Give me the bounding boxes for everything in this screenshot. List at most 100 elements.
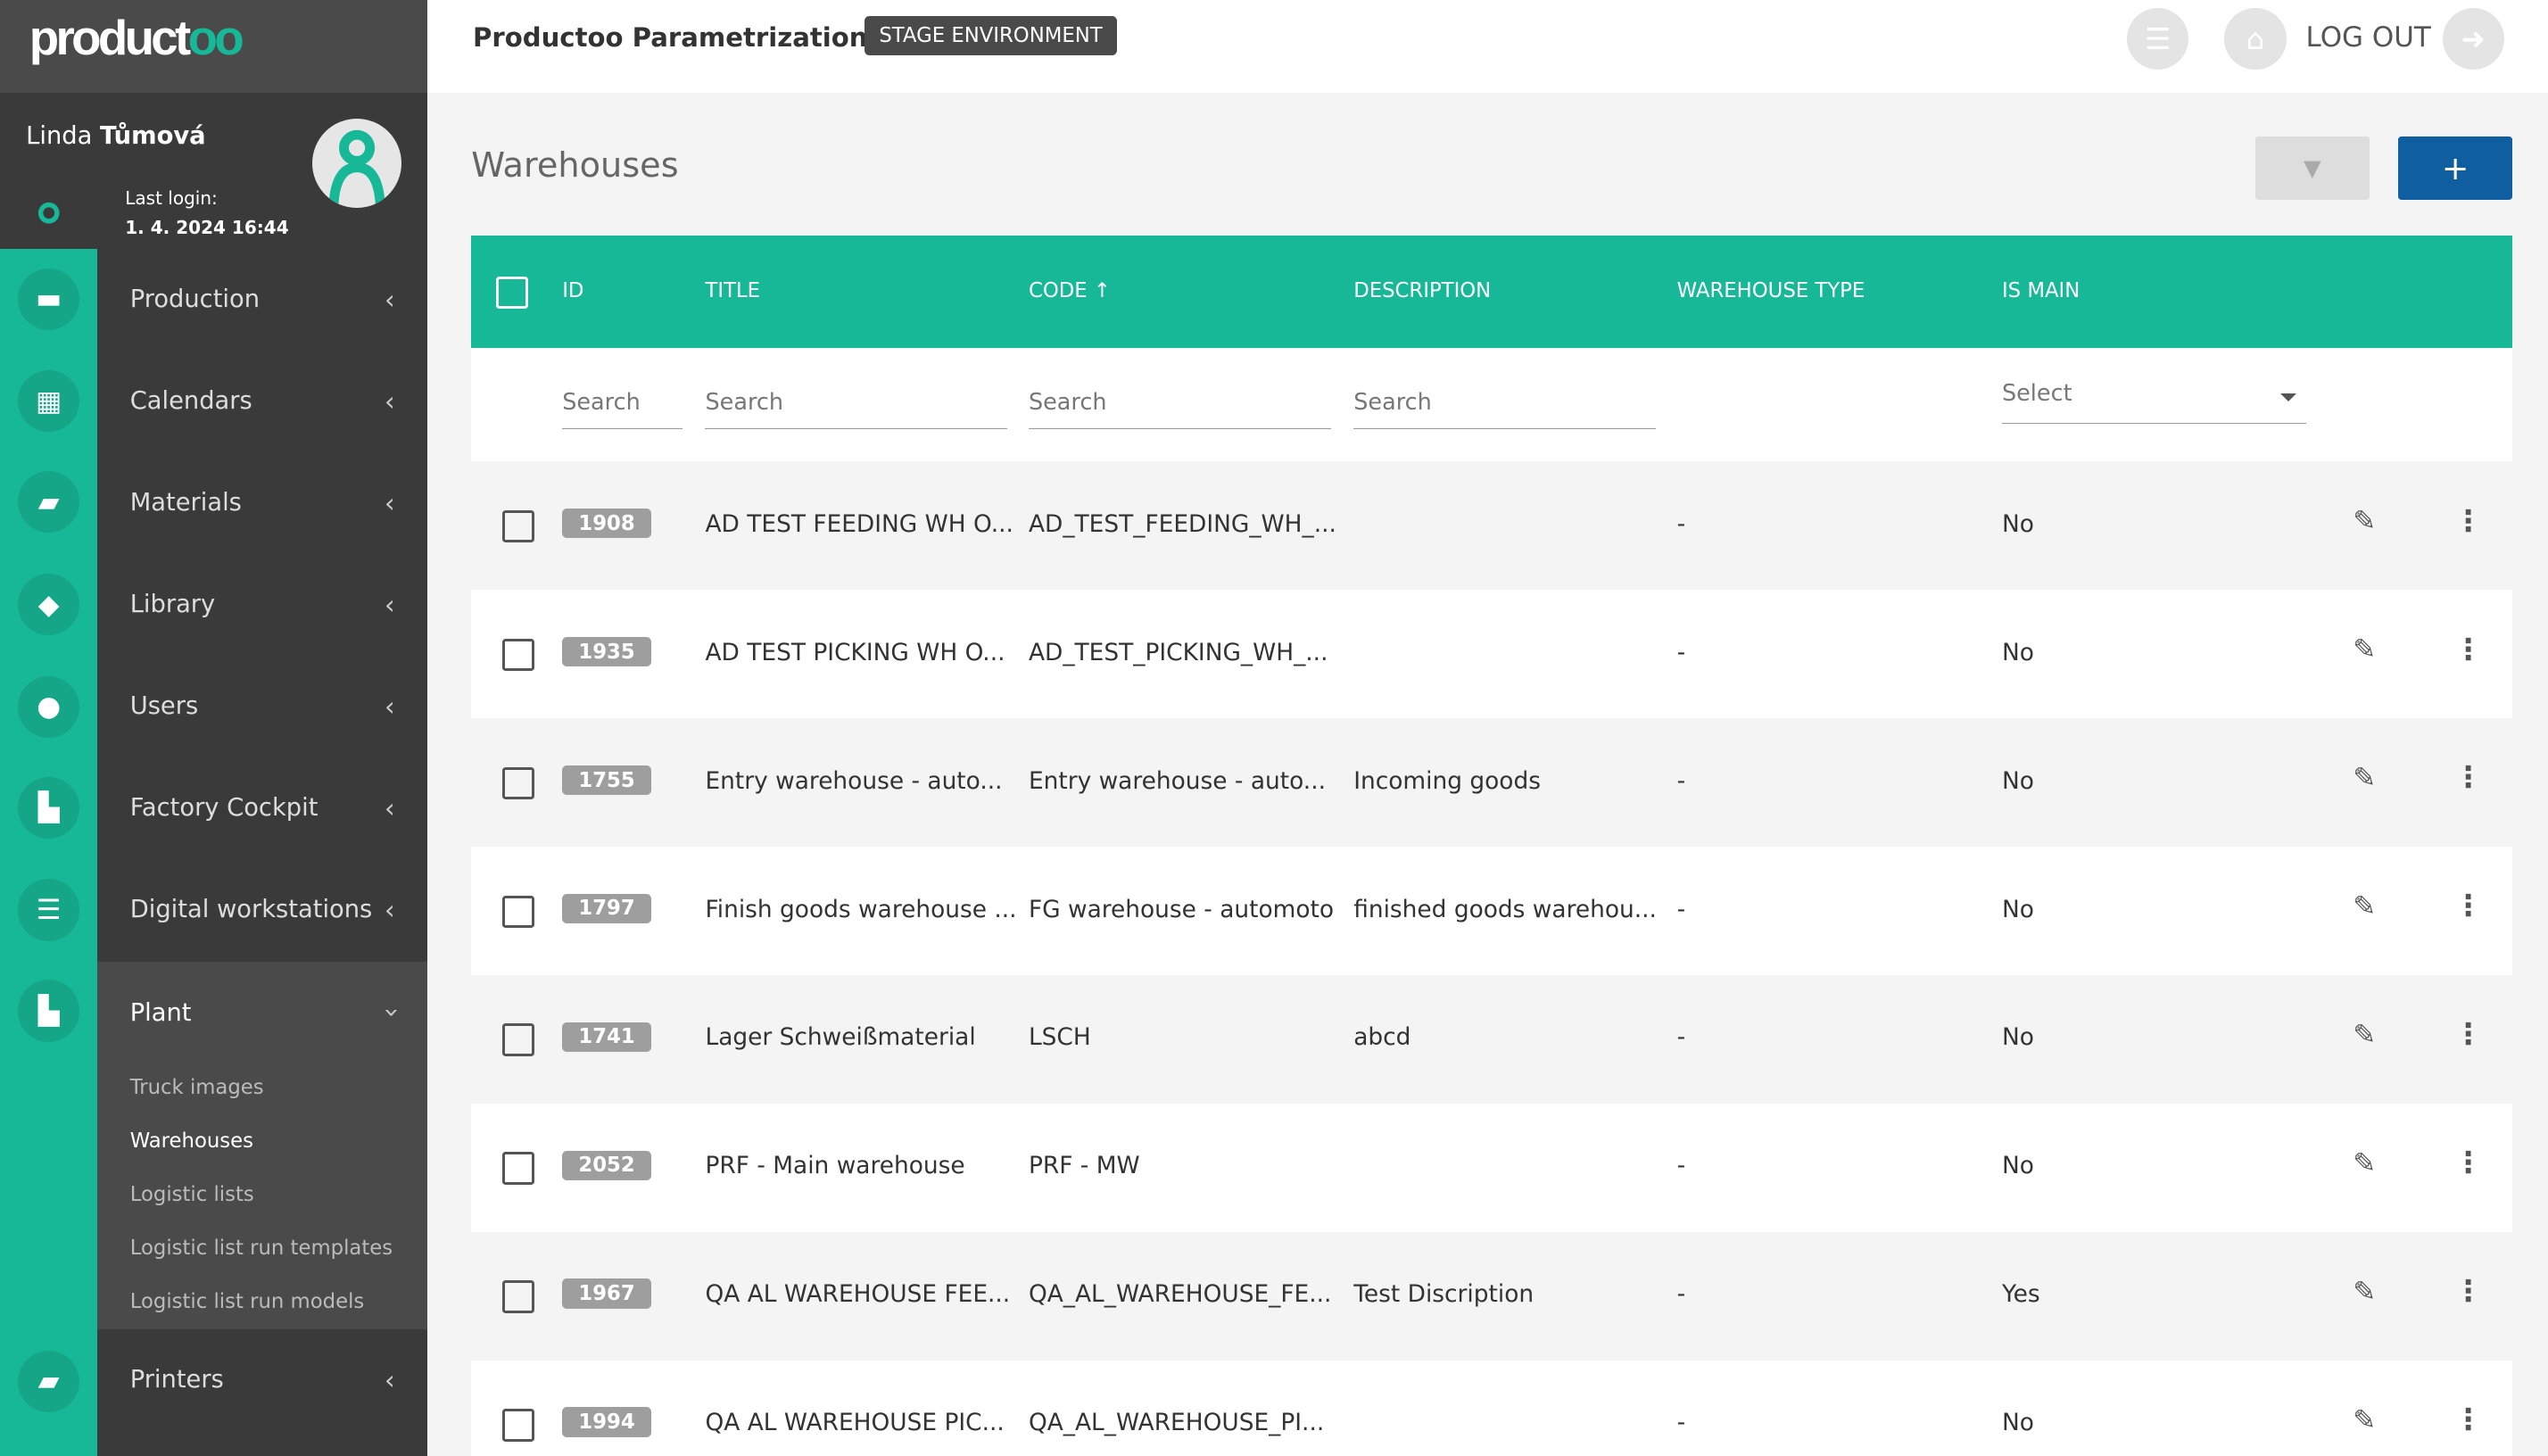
row-checkbox[interactable]	[501, 509, 535, 543]
row-checkbox[interactable]	[501, 1409, 535, 1442]
edit-pencil-icon[interactable]: ✎	[2353, 1275, 2377, 1308]
id-badge: 1935	[562, 636, 651, 667]
chevron-left-icon: ‹	[384, 691, 395, 722]
row-checkbox[interactable]	[501, 638, 535, 672]
table-row[interactable]: 2052 PRF - Main warehouse PRF - MW - No …	[471, 1103, 2512, 1232]
list-icon[interactable]: ☰	[2127, 8, 2189, 70]
conveyor-icon[interactable]: ▬	[18, 268, 80, 330]
row-checkbox[interactable]	[501, 1280, 535, 1313]
productoo-logo[interactable]: productoo	[0, 0, 428, 93]
more-vertical-icon[interactable]: ⋮	[2453, 760, 2484, 795]
table-row[interactable]: 1755 Entry warehouse - auto... Entry war…	[471, 718, 2512, 847]
more-vertical-icon[interactable]: ⋮	[2453, 503, 2484, 538]
cell-code: AD_TEST_PICKING_WH_...	[1028, 638, 1328, 666]
logout-button[interactable]: LOG OUT	[2305, 21, 2431, 54]
column-code[interactable]: CODE ↑	[1028, 279, 1111, 303]
cell-title: AD TEST PICKING WH O...	[705, 638, 1005, 666]
factory-icon[interactable]: ▙	[18, 980, 80, 1042]
cell-title: Lager Schweißmaterial	[705, 1023, 976, 1052]
chevron-left-icon: ‹	[384, 1364, 395, 1395]
sidebar-item-library[interactable]: Library ‹	[129, 589, 395, 620]
edit-pencil-icon[interactable]: ✎	[2353, 1403, 2377, 1436]
table-row[interactable]: 1797 Finish goods warehouse ... FG wareh…	[471, 846, 2512, 975]
tags-icon[interactable]: ◆	[18, 573, 80, 636]
sidebar-icon-strip: ▬ ▦ ▰ ◆ ● ▙ ☰ ▙ ▰	[0, 248, 98, 1456]
row-checkbox[interactable]	[501, 895, 535, 928]
home-icon[interactable]: ⌂	[2224, 8, 2287, 70]
top-header: Productoo Parametrization STAGE ENVIRONM…	[427, 0, 2548, 93]
sidebar-item-production[interactable]: Production ‹	[129, 284, 395, 315]
search-title-input[interactable]	[705, 376, 1008, 429]
more-vertical-icon[interactable]: ⋮	[2453, 1146, 2484, 1180]
cell-title: AD TEST FEEDING WH O...	[705, 509, 1013, 538]
edit-pencil-icon[interactable]: ✎	[2353, 890, 2377, 923]
more-vertical-icon[interactable]: ⋮	[2453, 1402, 2484, 1436]
sidebar-subitem-truck-images[interactable]: Truck images	[129, 1075, 264, 1099]
column-description[interactable]: DESCRIPTION	[1353, 279, 1492, 303]
user-icon	[327, 129, 385, 209]
more-vertical-icon[interactable]: ⋮	[2453, 1017, 2484, 1052]
column-id[interactable]: ID	[562, 279, 584, 303]
sidebar-item-materials[interactable]: Materials ‹	[129, 487, 395, 518]
search-code-input[interactable]	[1028, 376, 1331, 429]
chevron-down-icon: ‹	[374, 1007, 405, 1019]
add-button[interactable]: +	[2398, 136, 2512, 201]
cell-code: LSCH	[1028, 1023, 1091, 1052]
cell-title: QA AL WAREHOUSE PIC...	[705, 1409, 1005, 1437]
cell-warehouse-type: -	[1676, 766, 1686, 795]
more-vertical-icon[interactable]: ⋮	[2453, 889, 2484, 923]
chevron-left-icon: ‹	[384, 894, 395, 925]
filter-button[interactable]: ▼	[2255, 136, 2370, 201]
folder-open-icon[interactable]: ▰	[18, 1350, 80, 1412]
sidebar-item-users[interactable]: Users ‹	[129, 691, 395, 722]
is-main-select[interactable]: Select	[2001, 380, 2306, 425]
id-badge: 1908	[562, 509, 651, 539]
cell-is-main: No	[2001, 1409, 2034, 1437]
logout-icon[interactable]: ➜	[2442, 8, 2504, 70]
row-checkbox[interactable]	[501, 766, 535, 800]
edit-pencil-icon[interactable]: ✎	[2353, 762, 2377, 795]
table-row[interactable]: 1994 QA AL WAREHOUSE PIC... QA_AL_WAREHO…	[471, 1360, 2512, 1456]
sidebar-subitem-logistic-lists[interactable]: Logistic lists	[129, 1182, 254, 1206]
sidebar-item-factory-cockpit[interactable]: Factory Cockpit ‹	[129, 792, 395, 823]
cell-description: finished goods warehou...	[1353, 895, 1657, 923]
sidebar-item-calendars[interactable]: Calendars ‹	[129, 385, 395, 417]
folder-open-icon[interactable]: ▰	[18, 471, 80, 534]
table-row[interactable]: 1908 AD TEST FEEDING WH O... AD_TEST_FEE…	[471, 461, 2512, 591]
chevron-left-icon: ‹	[384, 792, 395, 823]
cell-code: Entry warehouse - auto...	[1028, 766, 1326, 795]
column-title[interactable]: TITLE	[705, 279, 761, 303]
sidebar-subitem-warehouses[interactable]: Warehouses	[129, 1129, 253, 1153]
table-row[interactable]: 1935 AD TEST PICKING WH O... AD_TEST_PIC…	[471, 590, 2512, 719]
search-id-input[interactable]	[562, 376, 682, 429]
cell-is-main: No	[2001, 766, 2034, 795]
factory-icon[interactable]: ▙	[18, 776, 80, 839]
select-all-checkbox[interactable]	[495, 276, 528, 310]
sidebar-subitem-logistic-list-run-templates[interactable]: Logistic list run templates	[129, 1237, 393, 1261]
calendar-icon[interactable]: ▦	[18, 370, 80, 433]
sidebar-item-plant[interactable]: Plant ‹	[129, 998, 405, 1027]
table-row[interactable]: 1741 Lager Schweißmaterial LSCH abcd - N…	[471, 974, 2512, 1104]
edit-pencil-icon[interactable]: ✎	[2353, 1146, 2377, 1179]
table-row[interactable]: 1967 QA AL WAREHOUSE FEE... QA_AL_WAREHO…	[471, 1231, 2512, 1361]
search-description-input[interactable]	[1353, 376, 1656, 429]
more-vertical-icon[interactable]: ⋮	[2453, 1273, 2484, 1308]
id-badge: 1797	[562, 893, 651, 924]
list-icon[interactable]: ☰	[18, 879, 80, 941]
cell-warehouse-type: -	[1676, 1152, 1686, 1180]
sidebar-item-printers[interactable]: Printers ‹	[129, 1364, 395, 1395]
edit-pencil-icon[interactable]: ✎	[2353, 633, 2377, 666]
sidebar-item-digital-workstations[interactable]: Digital workstations ‹	[129, 894, 395, 925]
sidebar-subitem-logistic-list-run-models[interactable]: Logistic list run models	[129, 1290, 365, 1314]
cell-warehouse-type: -	[1676, 1023, 1686, 1052]
column-is-main[interactable]: IS MAIN	[2001, 279, 2081, 303]
edit-pencil-icon[interactable]: ✎	[2353, 1019, 2377, 1051]
column-warehouse-type[interactable]: WAREHOUSE TYPE	[1676, 279, 1866, 303]
row-checkbox[interactable]	[501, 1152, 535, 1185]
more-vertical-icon[interactable]: ⋮	[2453, 632, 2484, 666]
avatar[interactable]	[311, 118, 401, 209]
edit-pencil-icon[interactable]: ✎	[2353, 505, 2377, 538]
users-icon[interactable]: ●	[18, 675, 80, 738]
row-checkbox[interactable]	[501, 1023, 535, 1056]
cell-warehouse-type: -	[1676, 638, 1686, 666]
